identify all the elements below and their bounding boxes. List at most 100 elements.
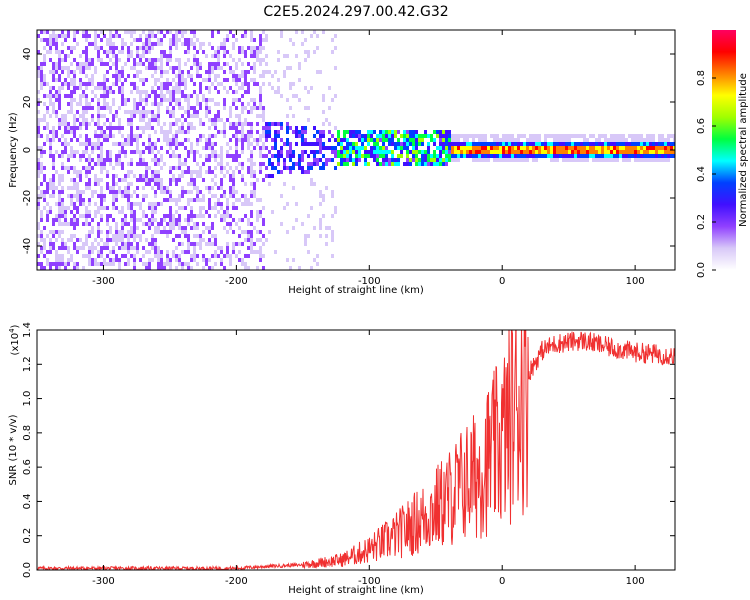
- spectrogram-cell: [49, 182, 52, 186]
- spectrogram-cell: [136, 162, 139, 166]
- spectrogram-cell: [52, 166, 55, 170]
- spectrogram-cell: [376, 146, 379, 150]
- spectrogram-cell: [148, 94, 151, 98]
- spectrogram-cell: [58, 266, 61, 270]
- spectrogram-cell: [94, 94, 97, 98]
- spectrogram-cell: [346, 130, 349, 134]
- spectrogram-cell: [151, 86, 154, 90]
- spectrogram-cell: [394, 126, 397, 130]
- spectrogram-cell: [61, 258, 64, 262]
- spectrogram-cell: [667, 146, 670, 150]
- spectrogram-cell: [535, 142, 538, 146]
- spectrogram-cell: [127, 242, 130, 246]
- spectrogram-cell: [385, 146, 388, 150]
- spectrogram-x-tick-label: -200: [225, 276, 248, 287]
- spectrogram-cell: [580, 154, 583, 158]
- spectrogram-cell: [193, 250, 196, 254]
- spectrogram-cell: [70, 98, 73, 102]
- spectrogram-cell: [55, 266, 58, 270]
- spectrogram-cell: [97, 262, 100, 266]
- spectrogram-cell: [214, 202, 217, 206]
- spectrogram-cell: [271, 94, 274, 98]
- spectrogram-cell: [259, 150, 262, 154]
- spectrogram-cell: [193, 30, 196, 34]
- spectrogram-cell: [238, 78, 241, 82]
- spectrogram-cell: [496, 158, 499, 162]
- spectrogram-cell: [139, 134, 142, 138]
- spectrogram-cell: [232, 114, 235, 118]
- spectrogram-cell: [118, 258, 121, 262]
- spectrogram-cell: [70, 126, 73, 130]
- spectrogram-cell: [64, 150, 67, 154]
- spectrogram-cell: [610, 154, 613, 158]
- spectrogram-cell: [160, 198, 163, 202]
- spectrogram-cell: [67, 130, 70, 134]
- spectrogram-cell: [199, 66, 202, 70]
- spectrogram-cell: [559, 138, 562, 142]
- spectrogram-cell: [109, 126, 112, 130]
- spectrogram-cell: [169, 58, 172, 62]
- spectrogram-cell: [202, 162, 205, 166]
- spectrogram-cell: [169, 142, 172, 146]
- spectrogram-cell: [637, 150, 640, 154]
- spectrogram-cell: [52, 126, 55, 130]
- spectrogram-cell: [166, 198, 169, 202]
- spectrogram-cell: [58, 58, 61, 62]
- spectrogram-cell: [79, 126, 82, 130]
- spectrogram-cell: [178, 126, 181, 130]
- spectrogram-cell: [268, 174, 271, 178]
- spectrogram-cell: [577, 138, 580, 142]
- spectrogram-cell: [37, 234, 40, 238]
- spectrogram-cell: [673, 154, 675, 158]
- spectrogram-cell: [190, 198, 193, 202]
- spectrogram-cell: [169, 90, 172, 94]
- spectrogram-cell: [469, 158, 472, 162]
- spectrogram-cell: [223, 190, 226, 194]
- spectrogram-cell: [121, 234, 124, 238]
- spectrogram-cell: [109, 130, 112, 134]
- spectrogram-cell: [190, 66, 193, 70]
- spectrogram-cell: [283, 158, 286, 162]
- spectrogram-cell: [334, 126, 337, 130]
- spectrogram-cell: [190, 230, 193, 234]
- spectrogram-cell: [130, 162, 133, 166]
- spectrogram-cell: [346, 234, 349, 238]
- spectrogram-cell: [178, 162, 181, 166]
- spectrogram-cell: [292, 58, 295, 62]
- spectrogram-cell: [205, 110, 208, 114]
- spectrogram-cell: [244, 122, 247, 126]
- spectrogram-cell: [292, 46, 295, 50]
- spectrogram-cell: [361, 190, 364, 194]
- spectrogram-cell: [112, 194, 115, 198]
- spectrogram-cell: [52, 66, 55, 70]
- spectrogram-cell: [310, 226, 313, 230]
- spectrogram-cell: [229, 222, 232, 226]
- spectrogram-cell: [289, 142, 292, 146]
- spectrogram-cell: [133, 30, 136, 34]
- spectrogram-cell: [277, 194, 280, 198]
- spectrogram-cell: [295, 94, 298, 98]
- spectrogram-cell: [178, 154, 181, 158]
- spectrogram-cell: [247, 90, 250, 94]
- spectrogram-cell: [247, 110, 250, 114]
- spectrogram-cell: [673, 146, 675, 150]
- spectrogram-cell: [178, 86, 181, 90]
- spectrogram-cell: [151, 58, 154, 62]
- spectrogram-cell: [583, 138, 586, 142]
- spectrogram-cell: [547, 154, 550, 158]
- spectrogram-cell: [319, 98, 322, 102]
- colorbar-tick-label: 0.4: [696, 166, 707, 182]
- spectrogram-cell: [46, 122, 49, 126]
- spectrogram-cell: [247, 142, 250, 146]
- spectrogram-cell: [97, 254, 100, 258]
- spectrogram-cell: [157, 170, 160, 174]
- spectrogram-cell: [244, 74, 247, 78]
- spectrogram-cell: [109, 86, 112, 90]
- spectrogram-cell: [193, 106, 196, 110]
- spectrogram-cell: [169, 226, 172, 230]
- spectrogram-cell: [76, 86, 79, 90]
- spectrogram-cell: [130, 254, 133, 258]
- spectrogram-cell: [349, 130, 352, 134]
- spectrogram-cell: [85, 46, 88, 50]
- spectrogram-cell: [259, 162, 262, 166]
